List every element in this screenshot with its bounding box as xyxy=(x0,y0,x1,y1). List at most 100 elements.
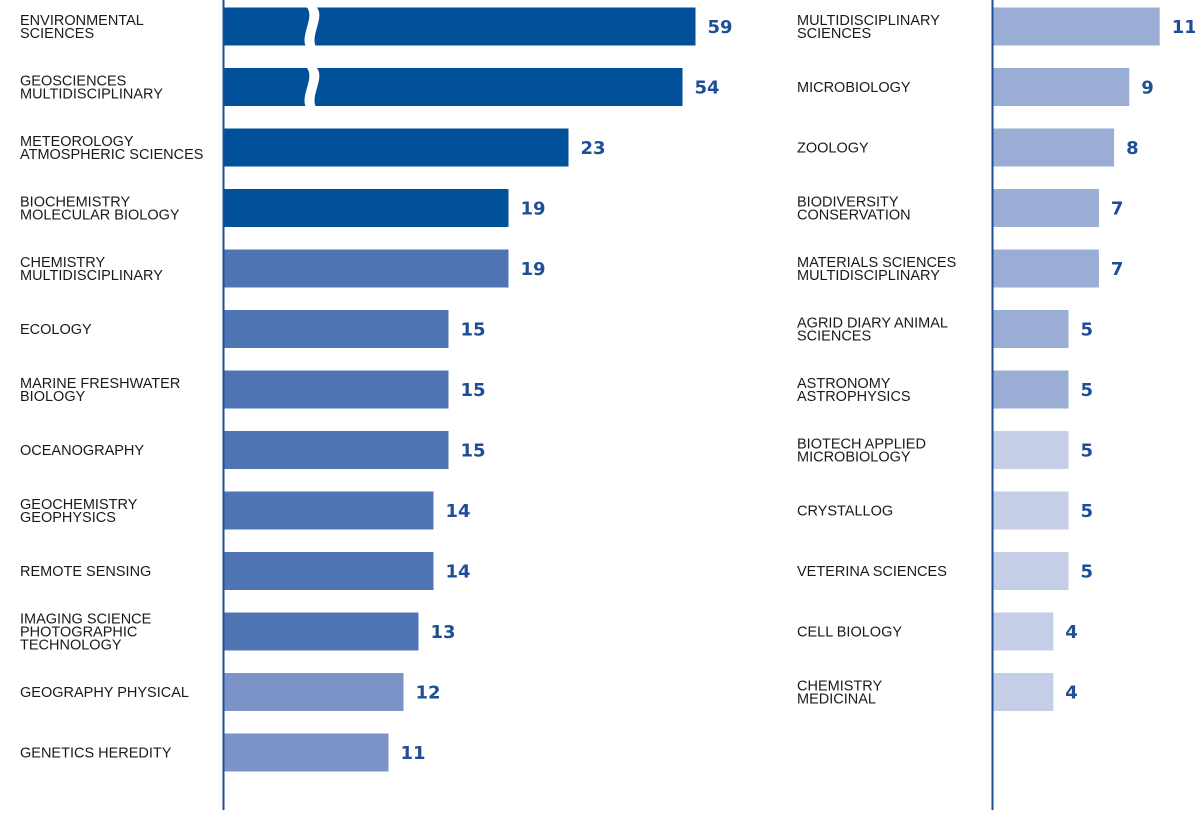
bar-p1-7 xyxy=(992,431,1069,469)
category-label-p0-7: OCEANOGRAPHY xyxy=(20,443,144,459)
category-label-p1-9: VETERINA SCIENCES xyxy=(797,564,947,580)
value-label-p1-0: 11 xyxy=(1172,17,1195,38)
category-label-line: MARINE FRESHWATER xyxy=(20,376,180,392)
category-label-line: SCIENCES xyxy=(20,26,94,42)
category-label-line: MICROBIOLOGY xyxy=(797,450,911,466)
category-label-p1-8: CRYSTALLOG xyxy=(797,504,893,520)
category-label-line: CRYSTALLOG xyxy=(797,504,893,520)
category-label-line: ASTRONOMY xyxy=(797,376,891,392)
bar-p0-6 xyxy=(223,370,449,409)
category-label-line: MULTIDISCIPLINARY xyxy=(797,268,940,284)
bar-p0-3 xyxy=(223,189,509,227)
value-label-p0-8: 14 xyxy=(446,501,471,522)
bar-p0-12 xyxy=(223,733,389,772)
value-label-p1-11: 4 xyxy=(1065,683,1078,704)
category-label-line: ECOLOGY xyxy=(20,322,92,338)
value-label-p0-0: 59 xyxy=(708,17,733,38)
category-label-line: MULTIDISCIPLINARY xyxy=(797,13,940,29)
bar-p0-0 xyxy=(223,7,696,46)
category-label-line: METEOROLOGY xyxy=(20,134,134,150)
category-label-p0-4: CHEMISTRY MULTIDISCIPLINARY xyxy=(20,255,163,284)
bar-p0-11 xyxy=(223,673,404,711)
bar-p0-4 xyxy=(223,249,509,288)
value-label-p1-6: 5 xyxy=(1081,380,1094,401)
category-label-line: MEDICINAL xyxy=(797,692,876,708)
category-label-line: MULTIDISCIPLINARY xyxy=(20,87,163,103)
category-label-p0-10: IMAGING SCIENCE PHOTOGRAPHIC TECHNOLOGY xyxy=(20,612,152,654)
value-label-p0-7: 15 xyxy=(461,441,486,462)
bar-p0-8 xyxy=(223,491,434,530)
value-label-p0-10: 13 xyxy=(431,622,456,643)
category-label-line: ZOOLOGY xyxy=(797,141,869,157)
category-label-p1-3: BIODIVERSITY CONSERVATION xyxy=(797,195,911,224)
value-label-p1-10: 4 xyxy=(1065,622,1078,643)
axis-break-mark-0 xyxy=(304,6,320,47)
value-label-p1-1: 9 xyxy=(1141,78,1154,99)
category-label-line: VETERINA SCIENCES xyxy=(797,564,947,580)
category-label-line: MOLECULAR BIOLOGY xyxy=(20,208,180,224)
value-label-p1-9: 5 xyxy=(1081,562,1094,583)
bar-p1-6 xyxy=(992,370,1069,409)
category-label-line: GEOGRAPHY PHYSICAL xyxy=(20,685,189,701)
bar-p0-5 xyxy=(223,310,449,348)
value-label-p0-1: 54 xyxy=(695,78,720,99)
value-label-p0-9: 14 xyxy=(446,562,471,583)
category-label-p0-11: GEOGRAPHY PHYSICAL xyxy=(20,685,189,701)
category-label-line: CONSERVATION xyxy=(797,208,911,224)
category-label-line: CELL BIOLOGY xyxy=(797,625,902,641)
category-label-p0-0: ENVIRONMENTAL SCIENCES xyxy=(20,13,144,42)
value-label-p1-8: 5 xyxy=(1081,501,1094,522)
category-label-p1-6: ASTRONOMY ASTROPHYSICS xyxy=(797,376,911,405)
value-label-p0-5: 15 xyxy=(461,320,486,341)
bar-p1-11 xyxy=(992,673,1054,711)
category-label-p0-1: GEOSCIENCES MULTIDISCIPLINARY xyxy=(20,74,163,103)
category-label-p1-5: AGRID DIARY ANIMAL SCIENCES xyxy=(797,316,948,345)
bar-p1-1 xyxy=(992,68,1130,106)
category-label-line: PHOTOGRAPHIC xyxy=(20,625,137,641)
bar-p1-0 xyxy=(992,7,1160,46)
category-label-line: AGRID DIARY ANIMAL xyxy=(797,316,948,332)
bar-p0-7 xyxy=(223,431,449,469)
value-label-p0-4: 19 xyxy=(521,259,546,280)
category-label-line: GENETICS HEREDITY xyxy=(20,746,172,762)
category-label-p0-2: METEOROLOGY ATMOSPHERIC SCIENCES xyxy=(20,134,203,163)
bar-p0-2 xyxy=(223,128,569,167)
category-label-p1-7: BIOTECH APPLIED MICROBIOLOGY xyxy=(797,437,926,466)
category-label-line: SCIENCES xyxy=(797,26,871,42)
category-label-line: GEOPHYSICS xyxy=(20,510,116,526)
axis-break-mark-1 xyxy=(304,67,320,107)
category-label-p1-1: MICROBIOLOGY xyxy=(797,80,911,96)
category-label-line: BIODIVERSITY xyxy=(797,195,899,211)
value-label-p0-3: 19 xyxy=(521,199,546,220)
category-label-p1-0: MULTIDISCIPLINARY SCIENCES xyxy=(797,13,940,42)
value-label-p0-6: 15 xyxy=(461,380,486,401)
category-label-p0-8: GEOCHEMISTRY GEOPHYSICS xyxy=(20,497,138,526)
category-label-line: OCEANOGRAPHY xyxy=(20,443,144,459)
category-label-line: GEOSCIENCES xyxy=(20,74,126,90)
bar-p1-2 xyxy=(992,128,1115,167)
category-label-line: BIOTECH APPLIED xyxy=(797,437,926,453)
category-label-line: CHEMISTRY xyxy=(20,255,105,271)
bar-p1-8 xyxy=(992,491,1069,530)
category-label-p0-12: GENETICS HEREDITY xyxy=(20,746,172,762)
category-label-line: ATMOSPHERIC SCIENCES xyxy=(20,147,203,163)
category-label-line: BIOLOGY xyxy=(20,389,86,405)
bar-p0-1 xyxy=(223,68,683,106)
category-label-line: REMOTE SENSING xyxy=(20,564,151,580)
category-label-line: MICROBIOLOGY xyxy=(797,80,911,96)
category-label-line: ENVIRONMENTAL xyxy=(20,13,144,29)
category-label-p1-2: ZOOLOGY xyxy=(797,141,869,157)
category-label-p0-6: MARINE FRESHWATER BIOLOGY xyxy=(20,376,180,405)
category-label-p1-4: MATERIALS SCIENCES MULTIDISCIPLINARY xyxy=(797,255,956,284)
category-label-p1-11: CHEMISTRY MEDICINAL xyxy=(797,679,882,708)
category-label-line: IMAGING SCIENCE xyxy=(20,612,152,628)
category-label-line: BIOCHEMISTRY xyxy=(20,195,130,211)
category-label-p0-5: ECOLOGY xyxy=(20,322,92,338)
category-label-line: MATERIALS SCIENCES xyxy=(797,255,956,271)
bar-p1-3 xyxy=(992,189,1099,227)
category-label-line: TECHNOLOGY xyxy=(20,638,122,654)
category-label-p0-9: REMOTE SENSING xyxy=(20,564,151,580)
bar-p1-9 xyxy=(992,552,1069,590)
